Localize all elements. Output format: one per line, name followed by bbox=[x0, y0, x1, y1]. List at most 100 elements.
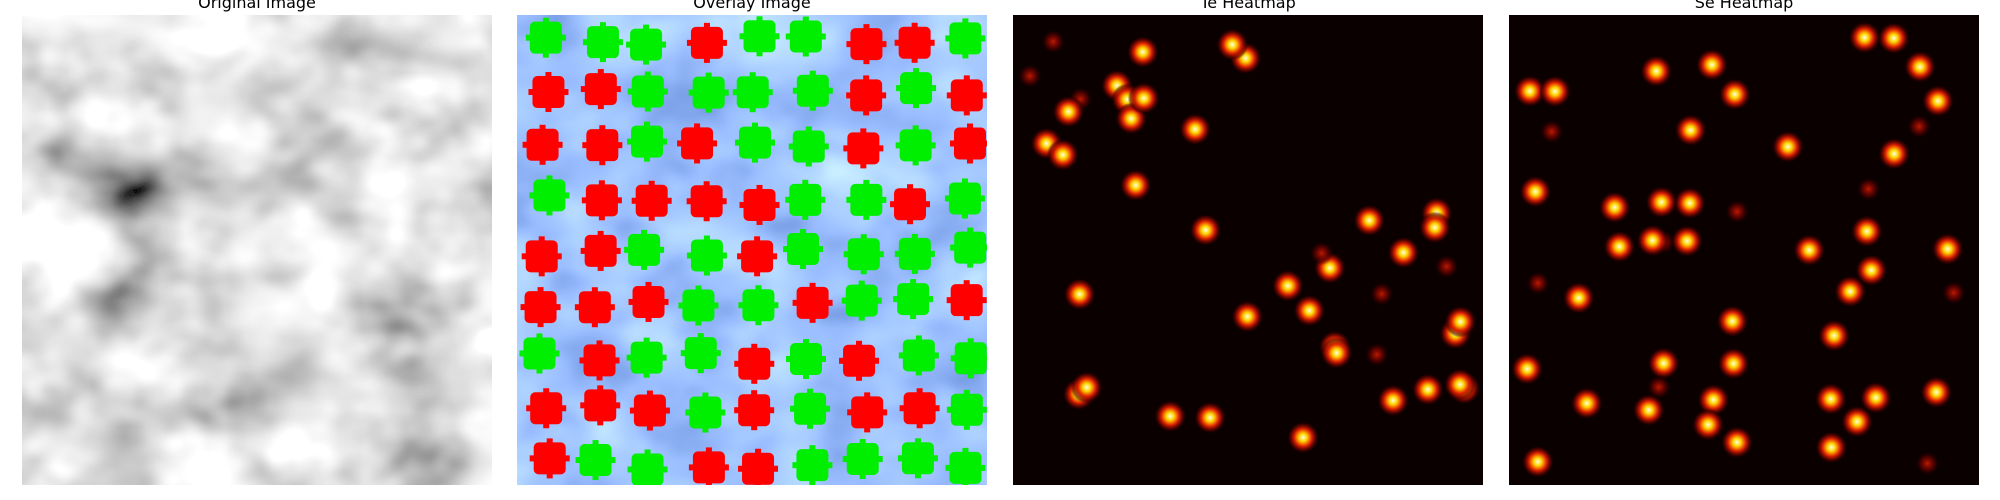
spot bbox=[1041, 29, 1066, 54]
marker bbox=[897, 438, 938, 479]
marker-tab bbox=[703, 22, 710, 63]
marker bbox=[575, 440, 616, 481]
marker-tab bbox=[967, 227, 974, 268]
spot bbox=[1603, 230, 1636, 263]
spot bbox=[1877, 22, 1910, 55]
marker-tab bbox=[546, 175, 553, 216]
spot bbox=[1309, 241, 1334, 266]
marker-tab bbox=[963, 75, 970, 116]
marker-tab bbox=[963, 389, 970, 430]
spot bbox=[1434, 254, 1459, 279]
spot bbox=[1834, 275, 1867, 308]
marker bbox=[846, 179, 887, 220]
spot bbox=[1287, 421, 1320, 454]
panel-title: Se Heatmap bbox=[1695, 0, 1794, 12]
spot bbox=[1718, 78, 1751, 111]
spot bbox=[1443, 368, 1476, 401]
marker-tab bbox=[805, 126, 812, 167]
spot bbox=[1046, 138, 1079, 171]
marker bbox=[949, 123, 987, 164]
marker bbox=[895, 125, 936, 166]
marker bbox=[894, 22, 935, 63]
marker-tab bbox=[755, 285, 762, 326]
te-spots bbox=[1017, 28, 1481, 454]
marker bbox=[950, 227, 987, 268]
spot bbox=[1444, 305, 1477, 338]
spot bbox=[1771, 130, 1804, 163]
marker bbox=[688, 72, 729, 113]
marker bbox=[624, 229, 665, 270]
spot bbox=[1640, 55, 1673, 88]
marker bbox=[580, 230, 621, 271]
marker bbox=[899, 388, 940, 429]
spot bbox=[1920, 376, 1953, 409]
marker bbox=[894, 233, 935, 274]
spot bbox=[1859, 381, 1892, 414]
marker-tab bbox=[536, 333, 543, 374]
marker-tab bbox=[809, 70, 816, 111]
marker bbox=[843, 234, 884, 275]
spot bbox=[1216, 28, 1249, 61]
marker bbox=[739, 184, 780, 225]
spot bbox=[1671, 224, 1704, 257]
spot bbox=[1720, 426, 1753, 459]
spot bbox=[1673, 187, 1706, 220]
marker bbox=[686, 22, 727, 63]
marker-tab bbox=[800, 229, 807, 270]
marker-tab bbox=[644, 71, 651, 112]
marker-tab bbox=[802, 179, 809, 220]
marker-tab bbox=[914, 438, 921, 479]
marker-tab bbox=[961, 178, 968, 219]
marker-tab bbox=[962, 447, 969, 485]
marker-tab bbox=[915, 335, 922, 376]
marker bbox=[582, 22, 623, 63]
spot bbox=[1931, 233, 1964, 266]
marker bbox=[626, 24, 667, 65]
marker-tab bbox=[913, 68, 920, 109]
spot bbox=[1647, 347, 1680, 380]
marker-tab bbox=[597, 69, 604, 110]
spot bbox=[1646, 375, 1671, 400]
marker bbox=[686, 181, 727, 222]
marker-tab bbox=[702, 392, 709, 433]
marker bbox=[735, 122, 776, 163]
spot bbox=[1855, 254, 1888, 287]
marker bbox=[790, 388, 831, 429]
marker-tab bbox=[962, 18, 969, 59]
marker-tab bbox=[863, 75, 870, 116]
marker bbox=[525, 17, 566, 58]
marker-tab bbox=[860, 128, 867, 169]
spot bbox=[1513, 75, 1546, 108]
spot bbox=[1271, 269, 1304, 302]
marker bbox=[631, 180, 672, 221]
spot bbox=[1353, 204, 1386, 237]
marker bbox=[792, 445, 833, 485]
spot bbox=[1915, 451, 1940, 476]
marker bbox=[737, 236, 778, 277]
marker bbox=[792, 70, 833, 111]
panel-title: Original Image bbox=[198, 0, 316, 12]
marker-tab bbox=[755, 448, 762, 485]
spot bbox=[1850, 215, 1883, 248]
spot bbox=[1320, 336, 1353, 369]
marker bbox=[785, 338, 826, 379]
spot bbox=[1598, 191, 1631, 224]
marker bbox=[843, 128, 884, 169]
marker-tab bbox=[705, 447, 712, 485]
marker-tab bbox=[539, 124, 546, 165]
marker-tab bbox=[543, 388, 550, 429]
spot bbox=[1856, 177, 1881, 202]
marker bbox=[785, 179, 826, 220]
spot bbox=[1519, 175, 1552, 208]
marker-tab bbox=[756, 184, 763, 225]
spot bbox=[1941, 280, 1966, 305]
marker-tab bbox=[858, 280, 865, 321]
marker-tab bbox=[749, 72, 756, 113]
marker bbox=[627, 121, 668, 162]
marker-tab bbox=[545, 72, 552, 113]
marker bbox=[581, 180, 622, 221]
marker-tab bbox=[648, 180, 655, 221]
marker-tab bbox=[916, 388, 923, 429]
marker-tab bbox=[546, 438, 553, 479]
spot bbox=[1525, 271, 1550, 296]
